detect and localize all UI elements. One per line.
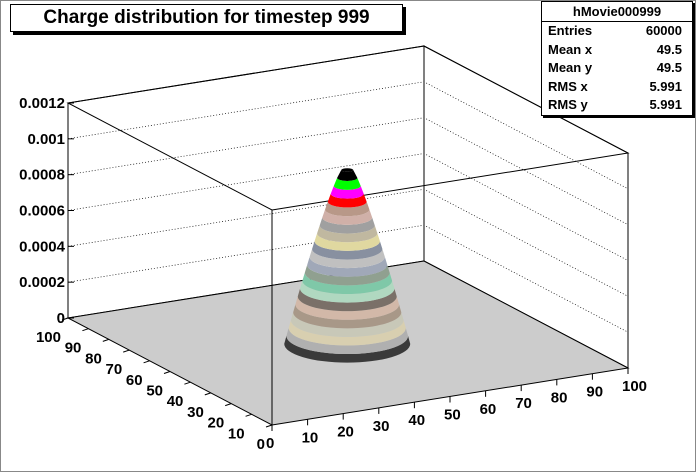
y-tick-label: 30 xyxy=(187,404,204,421)
y-tick xyxy=(102,338,109,342)
grid-line xyxy=(67,224,629,333)
x-tick-label: 80 xyxy=(551,389,568,406)
x-tick-label: 60 xyxy=(480,401,497,418)
cone-band xyxy=(317,225,378,243)
cone-band xyxy=(314,233,380,251)
grid-line xyxy=(67,81,629,190)
y-tick xyxy=(204,392,211,396)
cone-band xyxy=(286,328,409,355)
cone-band xyxy=(309,249,385,269)
stats-row-rms-x: RMS x 5.991 xyxy=(542,78,692,97)
z-tick-label: 0.0012 xyxy=(19,95,65,112)
y-tick xyxy=(123,349,130,353)
cone-band xyxy=(295,296,400,320)
stats-label: RMS x xyxy=(548,78,588,94)
x-tick-label: 100 xyxy=(622,378,647,395)
cone-top xyxy=(341,168,354,172)
y-tick xyxy=(225,403,232,407)
cone-band xyxy=(327,193,367,208)
cone-band xyxy=(307,256,388,277)
y-tick-label: 70 xyxy=(106,361,123,378)
y-tick xyxy=(61,317,69,321)
cone-band xyxy=(284,335,411,363)
cone-band xyxy=(293,304,402,329)
z-tick-label: 0 xyxy=(57,310,65,327)
cone-band xyxy=(300,280,395,303)
y-tick xyxy=(184,381,191,385)
y-tick xyxy=(163,371,171,374)
z-tick-label: 0.0006 xyxy=(19,203,65,220)
y-tick-label: 20 xyxy=(208,415,225,432)
stats-value: 49.5 xyxy=(656,60,682,75)
x-tick-label: 90 xyxy=(586,384,603,401)
cone-band xyxy=(322,209,373,225)
y-tick xyxy=(265,424,273,428)
cone-band xyxy=(304,264,390,286)
cone-band xyxy=(290,312,404,337)
stats-value: 49.5 xyxy=(656,41,682,57)
x-tick-label: 70 xyxy=(515,395,532,412)
stats-box: hMovie000999 Entries 60000 Mean x 49.5 M… xyxy=(541,1,693,116)
x-tick-label: 30 xyxy=(373,418,390,435)
stats-label: Mean x xyxy=(548,41,593,57)
y-tick xyxy=(245,413,252,417)
cone-band xyxy=(325,201,370,217)
y-tick-label: 100 xyxy=(36,329,61,346)
y-tick-label: 0 xyxy=(257,436,265,453)
cone-band xyxy=(297,288,397,312)
y-tick-label: 90 xyxy=(65,340,82,357)
cone-band xyxy=(288,320,406,346)
x-tick-label: 20 xyxy=(337,424,354,441)
z-tick-label: 0.0002 xyxy=(19,274,65,291)
y-tick-label: 10 xyxy=(228,425,245,442)
cone-band xyxy=(312,241,383,260)
y-tick xyxy=(143,360,150,364)
stats-label: RMS y xyxy=(548,97,588,112)
cone-band xyxy=(319,217,375,234)
z-tick-label: 0.0008 xyxy=(19,167,65,184)
box-top xyxy=(66,45,630,211)
y-tick-label: 80 xyxy=(85,350,102,367)
cone-band xyxy=(302,272,393,294)
cone-band xyxy=(330,185,364,199)
stats-row-entries: Entries 60000 xyxy=(542,22,692,41)
stats-value: 5.991 xyxy=(649,97,682,112)
y-tick xyxy=(82,328,89,332)
stats-label: Entries xyxy=(548,23,593,38)
x-tick-label: 10 xyxy=(302,429,319,446)
stats-row-rms-y: RMS y 5.991 xyxy=(542,96,692,115)
stats-value: 5.991 xyxy=(649,78,682,94)
x-tick-label: 40 xyxy=(408,412,425,429)
y-tick-label: 40 xyxy=(167,393,184,410)
z-tick-label: 0.0004 xyxy=(19,238,66,255)
stats-value: 60000 xyxy=(645,23,682,38)
chart-title: Charge distribution for timestep 999 xyxy=(10,4,403,32)
y-tick-label: 60 xyxy=(126,372,143,389)
z-tick-label: 0.001 xyxy=(27,131,65,148)
stats-label: Mean y xyxy=(548,60,593,75)
stats-row-mean-y: Mean y 49.5 xyxy=(542,59,692,78)
cone-band xyxy=(333,177,361,190)
stats-title: hMovie000999 xyxy=(542,2,692,22)
grid-line xyxy=(67,117,629,226)
x-tick-label: 50 xyxy=(444,407,461,424)
x-tick-label: 0 xyxy=(266,435,274,452)
grid-line xyxy=(67,188,629,297)
grid-line xyxy=(67,153,629,261)
y-tick-label: 50 xyxy=(146,383,163,400)
cone-band xyxy=(337,170,358,181)
stats-row-mean-x: Mean x 49.5 xyxy=(542,41,692,60)
